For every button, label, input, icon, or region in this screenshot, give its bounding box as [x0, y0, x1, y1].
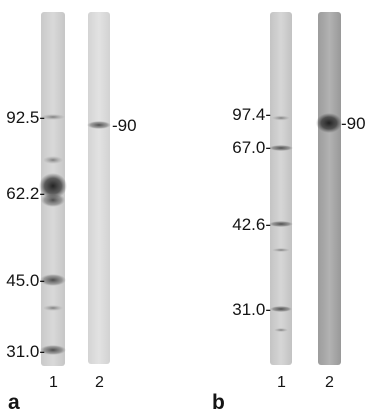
panel-b-marker-97-4: 97.4-: [232, 105, 271, 124]
panel-b-band-label: -90: [341, 114, 366, 133]
panel-a-lane-2: [87, 12, 111, 364]
panel-b-marker-31-0: 31.0-: [232, 300, 271, 319]
panel-a-marker-45-0: 45.0-: [6, 271, 45, 290]
panel-a-lane-1: [39, 12, 67, 366]
panel-b-lane-number-1: 1: [277, 374, 286, 391]
panel-b-lane-number-2: 2: [325, 374, 334, 391]
panel-a-lane-number-1: 1: [49, 374, 58, 391]
panel-b-lane-1: [269, 12, 293, 365]
panel-a-lane-number-2: 2: [95, 374, 104, 391]
panel-b-marker-67-0: 67.0-: [232, 138, 271, 157]
panel-b-marker-42-6: 42.6-: [232, 215, 271, 234]
panel-a-band-label: -90: [112, 116, 137, 135]
panel-a-marker-92-5: 92.5-: [6, 108, 45, 127]
panel-a-label: a: [8, 391, 20, 414]
panel-a-marker-31-0: 31.0-: [6, 342, 45, 361]
panel-b-label: b: [212, 391, 225, 414]
panel-b-lane-2: [316, 12, 342, 365]
panel-a-marker-62-2: 62.2-: [6, 184, 45, 203]
